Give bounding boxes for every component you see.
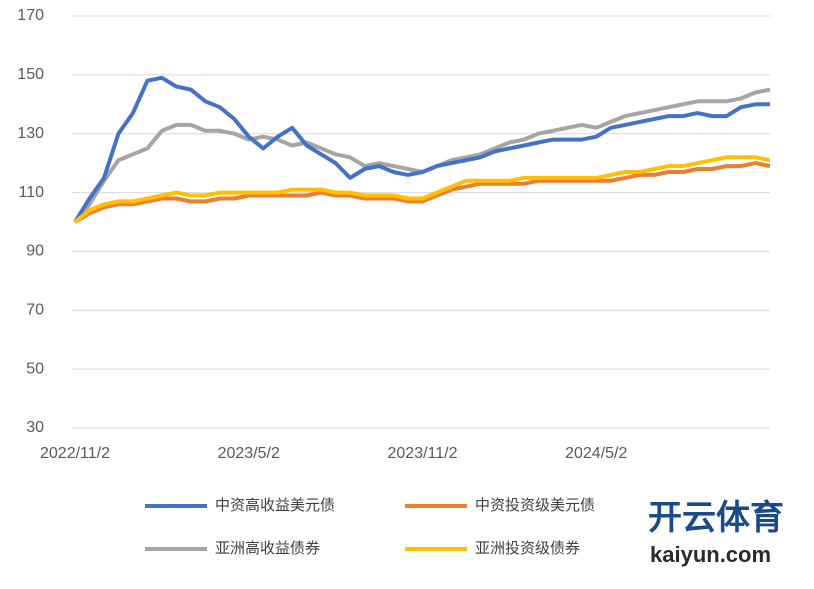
series-line [73,155,771,224]
watermark: 开云体育 [648,499,784,537]
y-tick-label: 70 [26,302,44,319]
legend-label: 亚洲投资级债券 [475,540,580,557]
series-line [73,75,770,224]
y-tick-label: 170 [17,7,44,24]
y-tick-label: 130 [17,125,44,142]
x-tick-label: 2022/11/2 [40,445,110,462]
y-tick-label: 50 [26,360,44,377]
x-tick-label: 2023/11/2 [388,445,458,462]
series-line [73,161,771,224]
watermark: kaiyun.com [650,542,771,567]
legend-label: 亚洲高收益债券 [215,540,320,557]
legend-label: 中资投资级美元债 [475,497,595,514]
y-tick-label: 30 [26,419,44,436]
y-tick-label: 110 [18,184,44,201]
x-tick-label: 2024/5/2 [565,445,627,462]
y-tick-label: 150 [17,66,44,83]
y-tick-label: 90 [26,243,44,260]
legend-label: 中资高收益美元债 [215,497,335,514]
x-tick-label: 2023/5/2 [218,445,280,462]
